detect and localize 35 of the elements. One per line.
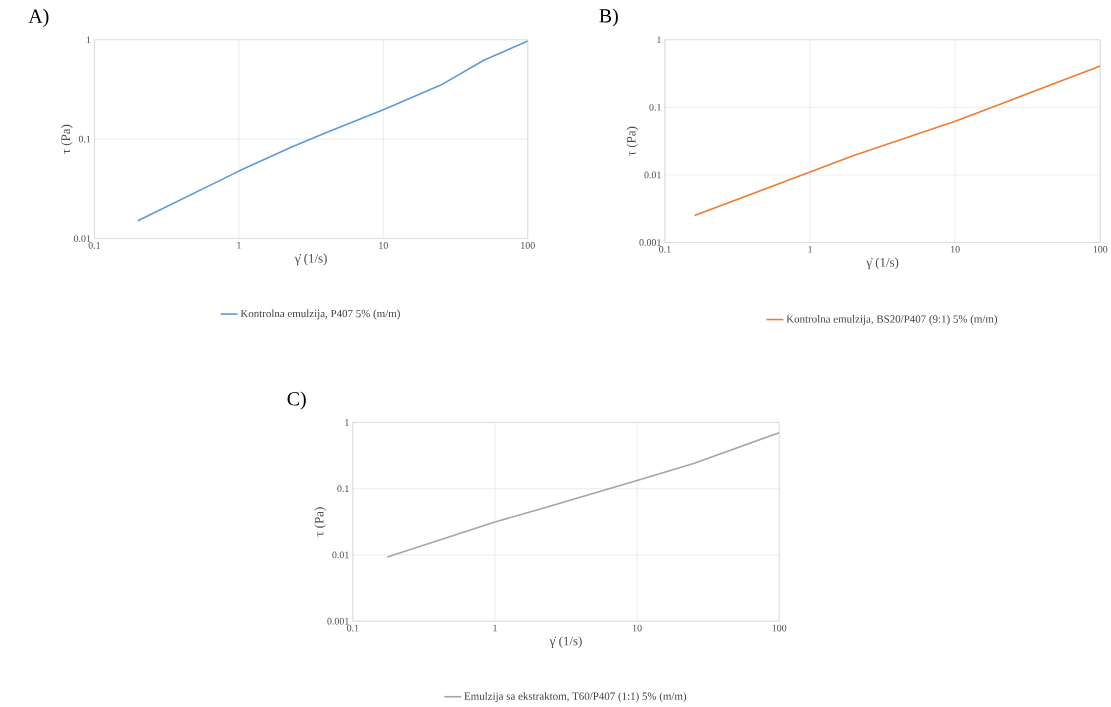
x-tick-label: 100 <box>772 624 787 632</box>
y-tick-label: 1 <box>657 36 661 44</box>
x-tick-label: 1 <box>493 624 497 632</box>
y-tick-label: 0.1 <box>337 485 349 493</box>
y-axis-title: τ (Pa) <box>626 126 639 156</box>
chart-title: A) <box>28 9 49 28</box>
chart-title: B) <box>599 8 618 27</box>
y-tick-label: 0.1 <box>649 104 661 111</box>
x-tick-label: 1 <box>237 242 241 249</box>
y-tick-label: 0.01 <box>73 235 91 243</box>
y-axis-title: τ (Pa) <box>60 124 73 154</box>
legend-label: Emulzija sa ekstraktom, T60/P407 (1:1) 5% (m/m) <box>464 692 687 703</box>
chart-title: C) <box>287 391 306 410</box>
y-tick-label: 0.001 <box>327 617 349 625</box>
legend-label: Kontrolna emulzija, BS20/P407 (9:1) 5% (m/m) <box>786 315 998 326</box>
y-tick-label: 0.01 <box>644 171 661 179</box>
x-axis-title: γ̇ (1/s) <box>866 257 899 270</box>
y-tick-label: 0.001 <box>639 239 661 247</box>
y-tick-label: 0.1 <box>78 135 91 143</box>
x-tick-label: 10 <box>379 242 388 249</box>
x-axis-title: γ̇ (1/s) <box>549 636 582 649</box>
y-tick-label: 0.01 <box>332 551 349 559</box>
y-tick-label: 1 <box>345 419 349 426</box>
y-axis-title: τ (Pa) <box>314 507 327 537</box>
x-tick-label: 0.1 <box>659 246 671 253</box>
legend-label: Kontrolna emulzija, P407 5% (m/m) <box>240 309 400 320</box>
x-tick-label: 0.1 <box>88 242 101 249</box>
x-tick-label: 0.1 <box>347 624 359 632</box>
x-tick-label: 1 <box>808 246 812 253</box>
x-tick-label: 10 <box>951 246 960 253</box>
x-axis-title: γ̇ (1/s) <box>294 253 327 266</box>
x-tick-label: 100 <box>521 242 535 249</box>
x-tick-label: 100 <box>1093 246 1108 253</box>
y-tick-label: 1 <box>86 36 91 44</box>
x-tick-label: 10 <box>632 624 642 632</box>
